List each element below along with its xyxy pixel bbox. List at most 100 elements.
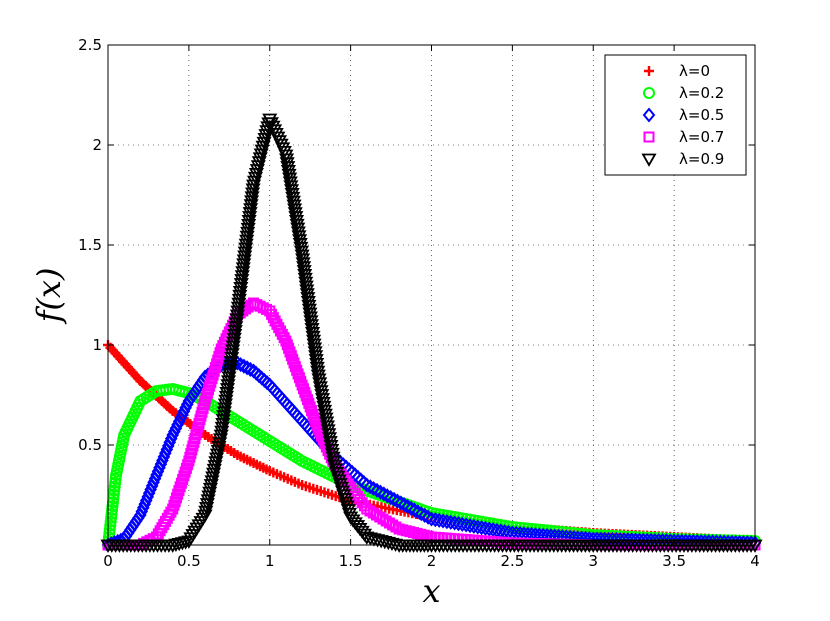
series-marker [320,424,336,438]
series-marker [429,512,442,528]
series-marker [294,249,310,263]
series-marker [293,241,309,256]
series-marker [292,238,308,252]
series-marker [237,358,251,374]
legend-entry: λ=0.5 [679,106,724,124]
series-marker [384,489,397,506]
series-marker [360,477,374,493]
series-marker [367,481,380,497]
series-marker [391,493,404,509]
series-marker [324,443,340,458]
series-marker [291,230,307,244]
series-marker [312,377,328,391]
legend-marker [642,107,656,123]
series-marker [471,519,485,535]
series-layer [100,113,763,553]
series-marker [390,521,402,533]
series-marker [305,330,321,345]
series-marker [408,502,421,518]
series-marker [302,311,318,325]
series-marker [440,514,454,530]
series-marker [310,365,326,379]
series-marker [310,369,326,383]
series-marker [313,385,329,399]
series-marker [285,195,301,209]
series-marker [287,207,303,221]
series-marker [452,516,465,532]
series-marker [317,404,333,419]
series-marker [304,323,320,337]
x-tick-label: 1 [265,552,275,570]
y-tick-label: 2 [92,136,102,154]
series-marker [326,455,342,469]
series-marker [324,447,340,462]
series-marker [307,346,323,360]
series-marker [165,506,177,518]
series-marker [240,360,254,376]
series-marker [421,509,435,525]
y-tick-label: 0.5 [78,436,102,454]
series-marker [288,211,304,225]
series-marker [301,299,317,314]
series-marker [287,203,303,217]
y-tick-label: 1 [92,336,102,354]
series-5 [100,113,763,553]
y-tick-label: 1.5 [78,236,102,254]
series-marker [394,495,408,511]
series-marker [314,389,330,403]
series-marker [297,272,313,287]
series-marker [282,176,298,190]
series-marker [314,393,331,407]
series-marker [279,157,295,171]
series-marker [299,284,315,298]
x-tick-label: 0 [103,552,113,570]
series-marker [475,520,488,536]
series-marker [288,214,305,229]
series-marker [283,180,299,194]
series-marker [298,276,314,290]
series-marker [436,513,450,529]
legend-marker [644,66,654,76]
series-marker [321,432,338,446]
series-marker [404,500,418,516]
series-marker [325,451,341,465]
series-marker [467,518,481,534]
series-marker [444,514,458,530]
series-marker [397,497,411,513]
series-marker [290,222,306,236]
series-marker [380,488,394,504]
x-tick-label: 3.5 [662,552,686,570]
series-marker [323,440,339,454]
series-marker [315,396,331,411]
series-marker [284,188,300,202]
x-tick-label: 2.5 [500,552,524,570]
series-marker [244,361,257,377]
series-marker [306,338,322,352]
x-tick-label: 3 [588,552,598,570]
x-tick-label: 0.5 [177,552,201,570]
series-marker [282,172,298,186]
series-marker [318,412,334,426]
y-tick-label: 2.5 [78,36,102,54]
series-marker [322,436,338,450]
series-marker [312,381,328,395]
series-marker [306,334,322,348]
series-marker [295,253,311,267]
series-marker [285,191,301,206]
series-marker [296,265,312,279]
series-marker [411,504,425,520]
series-marker [370,482,384,498]
series-marker [286,199,302,213]
series-marker [319,416,335,430]
series-marker [234,357,247,373]
x-tick-label: 4 [750,552,760,570]
series-marker [377,486,391,502]
series-marker [283,184,300,198]
x-tick-label: 1.5 [339,552,363,570]
series-marker [280,161,296,175]
series-marker [293,245,310,259]
series-marker [301,303,317,318]
series-marker [278,149,294,163]
grid [108,45,755,545]
series-marker [309,357,325,372]
